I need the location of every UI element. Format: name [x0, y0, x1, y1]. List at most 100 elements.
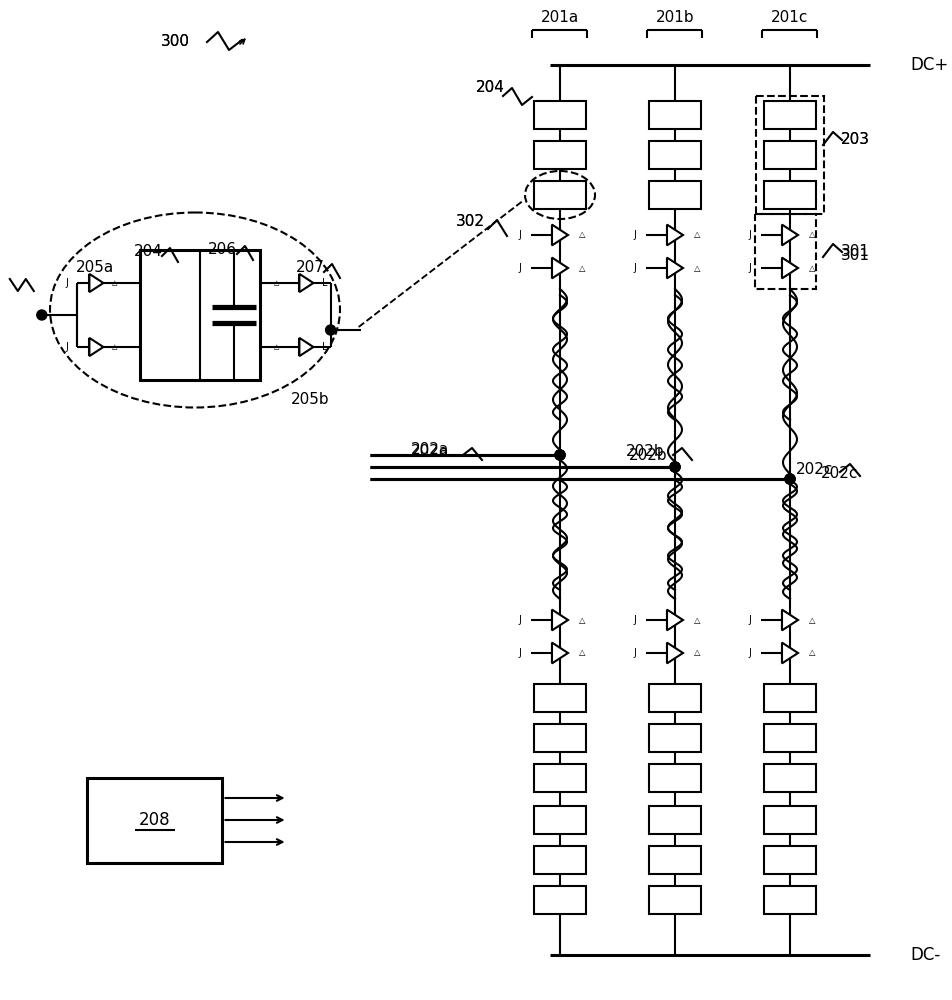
Text: DC-: DC-	[909, 946, 940, 964]
Polygon shape	[89, 274, 103, 292]
Bar	[648, 101, 701, 129]
Circle shape	[784, 474, 794, 484]
Bar	[764, 684, 815, 712]
Bar	[764, 724, 815, 752]
Bar	[533, 684, 585, 712]
Text: 301: 301	[840, 248, 868, 263]
Text: 203: 203	[840, 132, 868, 147]
Text: J: J	[66, 342, 69, 352]
Text: △: △	[808, 648, 815, 658]
Text: △: △	[693, 615, 700, 624]
Text: △: △	[579, 615, 585, 624]
Text: 202c: 202c	[821, 466, 858, 482]
Circle shape	[554, 450, 565, 460]
Bar	[140, 250, 260, 380]
Text: J: J	[633, 648, 636, 658]
Text: 203: 203	[840, 132, 868, 147]
Polygon shape	[666, 643, 683, 663]
Polygon shape	[666, 225, 683, 245]
Text: L: L	[322, 278, 327, 288]
Polygon shape	[782, 225, 797, 245]
Text: 301: 301	[840, 244, 868, 259]
Text: 201a: 201a	[541, 10, 579, 25]
Text: 300: 300	[160, 34, 189, 49]
Text: △: △	[111, 344, 117, 350]
Bar	[755, 96, 823, 214]
Bar	[533, 181, 585, 209]
Text: △: △	[693, 231, 700, 239]
Bar	[648, 764, 701, 792]
Text: J: J	[747, 230, 750, 240]
Text: 202b: 202b	[628, 448, 666, 462]
Polygon shape	[551, 610, 567, 630]
Text: △: △	[579, 263, 585, 272]
Circle shape	[784, 474, 794, 484]
Text: J: J	[518, 230, 521, 240]
Bar	[88, 778, 222, 862]
Text: △: △	[111, 280, 117, 286]
Text: 208: 208	[139, 811, 170, 829]
Bar	[533, 886, 585, 914]
Bar	[533, 101, 585, 129]
Circle shape	[669, 462, 680, 472]
Polygon shape	[782, 643, 797, 663]
Polygon shape	[666, 258, 683, 278]
Text: 207: 207	[295, 260, 324, 275]
Text: △: △	[808, 263, 815, 272]
Bar	[648, 141, 701, 169]
Bar	[648, 886, 701, 914]
Polygon shape	[782, 258, 797, 278]
Bar	[648, 846, 701, 874]
Text: △: △	[808, 615, 815, 624]
Bar	[533, 846, 585, 874]
Text: △: △	[274, 280, 279, 286]
Text: J: J	[747, 648, 750, 658]
Polygon shape	[666, 610, 683, 630]
Text: 201b: 201b	[655, 10, 694, 25]
Text: J: J	[518, 648, 521, 658]
Ellipse shape	[50, 213, 340, 408]
Circle shape	[554, 450, 565, 460]
Bar	[754, 214, 815, 289]
Polygon shape	[551, 225, 567, 245]
Text: J: J	[518, 263, 521, 273]
Polygon shape	[299, 274, 313, 292]
Text: △: △	[579, 231, 585, 239]
Text: △: △	[808, 231, 815, 239]
Circle shape	[37, 310, 47, 320]
Polygon shape	[299, 338, 313, 356]
Text: 204: 204	[133, 244, 162, 259]
Polygon shape	[551, 643, 567, 663]
Bar	[764, 101, 815, 129]
Text: △: △	[274, 344, 279, 350]
Bar	[764, 846, 815, 874]
Bar	[648, 684, 701, 712]
Bar	[533, 724, 585, 752]
Polygon shape	[782, 610, 797, 630]
Text: △: △	[693, 263, 700, 272]
Bar	[764, 141, 815, 169]
Text: 202a: 202a	[410, 444, 448, 460]
Bar	[533, 806, 585, 834]
Circle shape	[669, 462, 680, 472]
Bar	[764, 886, 815, 914]
Text: J: J	[633, 230, 636, 240]
Text: L: L	[322, 342, 327, 352]
Circle shape	[669, 462, 680, 472]
Bar	[533, 764, 585, 792]
Text: 202b: 202b	[625, 444, 664, 460]
Bar	[648, 806, 701, 834]
Circle shape	[554, 450, 565, 460]
Bar	[764, 764, 815, 792]
Text: 205b: 205b	[290, 392, 329, 408]
Text: J: J	[633, 615, 636, 625]
Text: J: J	[518, 615, 521, 625]
Text: 302: 302	[455, 215, 484, 230]
Bar	[764, 806, 815, 834]
Circle shape	[784, 474, 794, 484]
Text: J: J	[747, 615, 750, 625]
Text: DC+: DC+	[909, 56, 947, 74]
Text: J: J	[747, 263, 750, 273]
Text: 202c: 202c	[796, 462, 833, 478]
Text: 206: 206	[208, 242, 236, 257]
